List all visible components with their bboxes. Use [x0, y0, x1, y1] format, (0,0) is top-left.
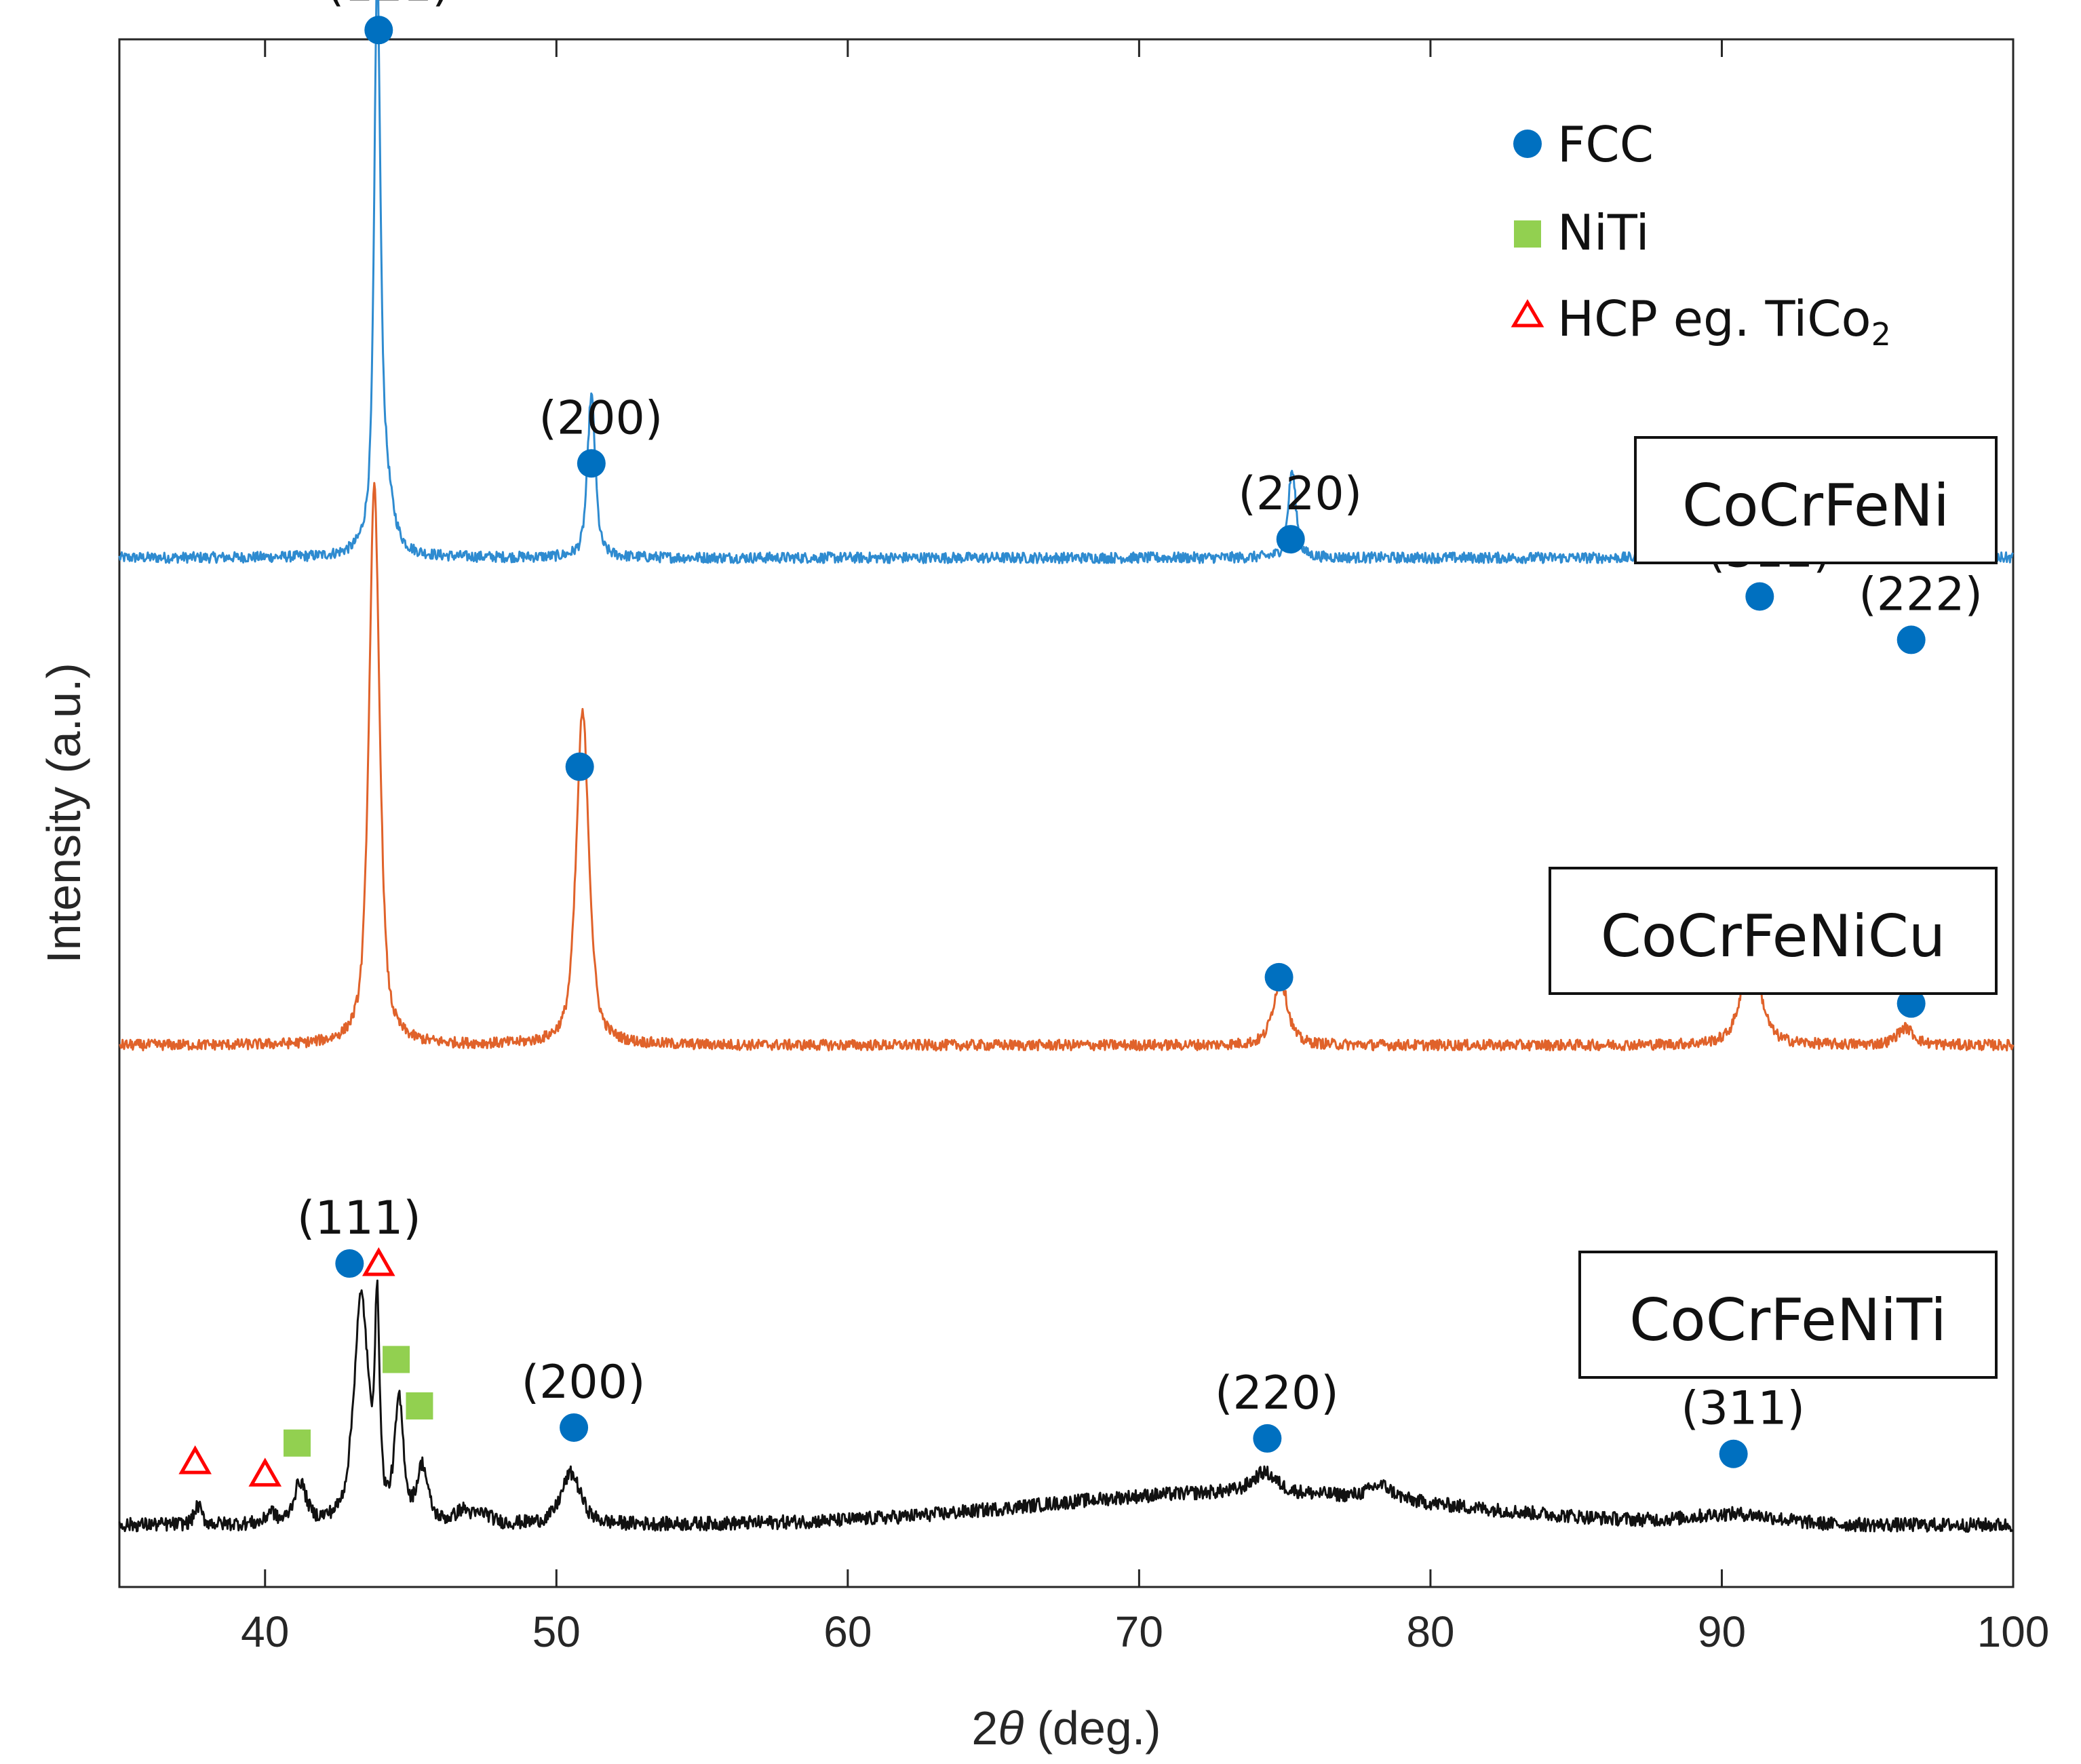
y-axis-title: Intensity (a.u.) [37, 663, 90, 964]
x-tick-label-50: 50 [532, 1607, 581, 1656]
svg-text:CoCrFeNiTi: CoCrFeNiTi [1629, 1287, 1947, 1354]
peak-label-cocrfeni-4: (222) [1859, 568, 1983, 621]
marker-cocrfeniti-fcc-8 [1253, 1424, 1282, 1453]
legend-hcp-marker [1511, 299, 1544, 328]
marker-cocrfeni-fcc-2 [1276, 525, 1305, 554]
x-tick-label-70: 70 [1115, 1607, 1163, 1656]
x-axis: 40 50 60 70 80 90 100 [241, 39, 2049, 1656]
marker-cocrfeniti-hcp-1 [362, 1247, 395, 1276]
marker-layer: (111) (200) (220) (311) (222) (111) (200) (220)… [178, 0, 1983, 1487]
x-axis-title: 2θ (deg.) [971, 1702, 1161, 1755]
x-tick-label-60: 60 [823, 1607, 872, 1656]
marker-cocrfeniti-hcp-5 [178, 1445, 212, 1474]
peak-label-cocrfeniti-0: (111) [297, 1192, 421, 1245]
x-tick-label-100: 100 [1977, 1607, 2050, 1656]
marker-cocrfeni-fcc-1 [577, 449, 606, 478]
marker-cocrfeni-fcc-3 [1745, 582, 1774, 611]
marker-cocrfeniti-fcc-0 [335, 1249, 364, 1278]
peak-label-cocrfeni-0: (111) [326, 0, 450, 12]
peak-label-cocrfeni-2: (220) [1238, 467, 1362, 521]
x-tick-label-40: 40 [241, 1607, 289, 1656]
marker-cocrfeniti-fcc-7 [560, 1413, 589, 1442]
marker-cocrfeniti-niti-2 [383, 1346, 410, 1373]
marker-cocrfenicu-fcc-1 [1264, 962, 1294, 992]
plot-frame [118, 38, 2015, 1588]
x-tick-label-80: 80 [1406, 1607, 1454, 1656]
peak-label-cocrfeniti-9: (311) [1681, 1382, 1805, 1436]
sample-label-cocrfenicu: CoCrFeNiCu [1549, 867, 1998, 995]
marker-cocrfeniti-hcp-6 [248, 1457, 282, 1487]
sample-label-cocrfeni: CoCrFeNi [1634, 436, 1998, 564]
marker-cocrfeniti-niti-4 [284, 1429, 311, 1457]
svg-text:CoCrFeNi: CoCrFeNi [1682, 472, 1949, 540]
x-tick-label-90: 90 [1698, 1607, 1746, 1656]
peak-label-cocrfeniti-8: (220) [1215, 1367, 1339, 1420]
series-line-cocrfenicu [119, 482, 2015, 1052]
marker-cocrfenicu-fcc-0 [565, 752, 594, 781]
peak-label-cocrfeni-1: (200) [539, 391, 663, 445]
legend-fcc-label: FCC [1557, 116, 1654, 173]
marker-cocrfenicu-fcc-3 [1897, 989, 1926, 1018]
marker-cocrfeniti-niti-3 [406, 1392, 433, 1420]
svg-text:CoCrFeNiCu: CoCrFeNiCu [1601, 903, 1946, 971]
marker-cocrfeni-fcc-4 [1897, 625, 1926, 654]
peak-label-cocrfeniti-7: (200) [522, 1356, 646, 1409]
sample-label-cocrfeniti: CoCrFeNiTi [1578, 1251, 1998, 1379]
legend-hcp-label: HCP eg. TiCo2 [1557, 290, 1891, 353]
legend-niti-label: NiTi [1557, 204, 1650, 261]
legend: FCC NiTi HCP eg. TiCo2 [1511, 116, 1891, 353]
series-line-cocrfeniti [118, 1279, 2014, 1533]
marker-cocrfeniti-fcc-9 [1719, 1439, 1748, 1468]
marker-cocrfeni-fcc-0 [364, 16, 393, 45]
legend-niti-marker [1514, 220, 1541, 248]
legend-fcc-marker [1513, 130, 1542, 158]
